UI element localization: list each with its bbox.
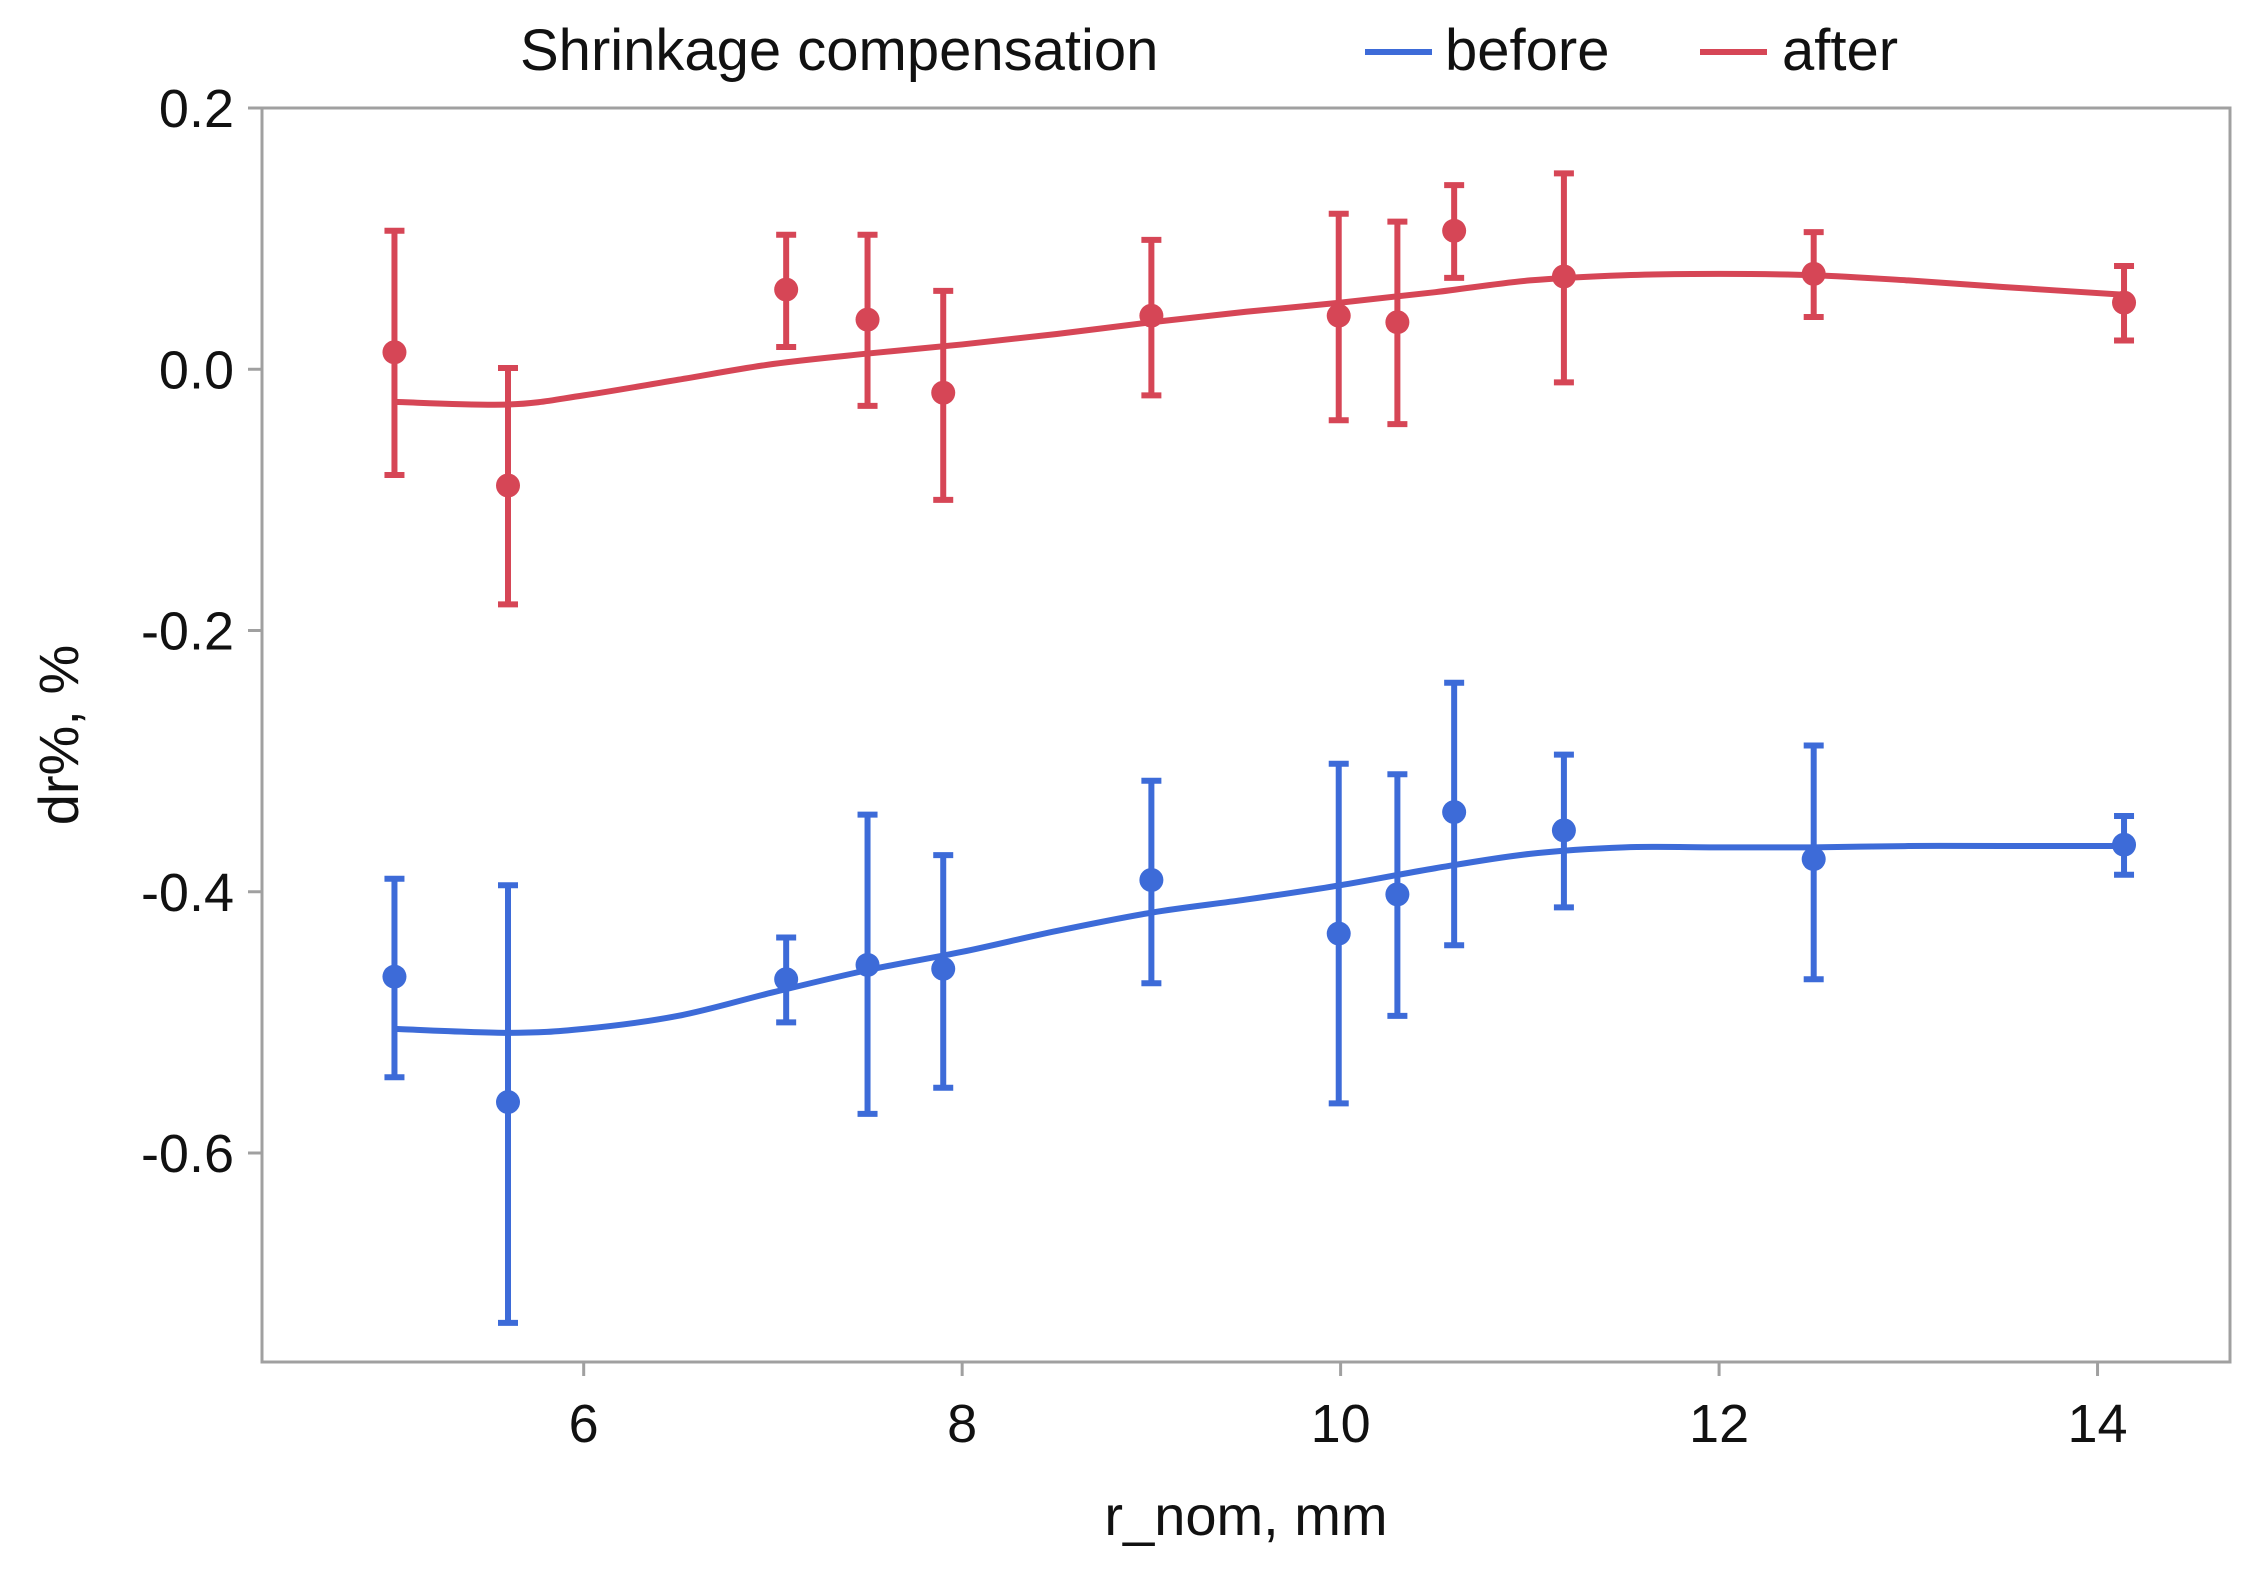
data-point-after bbox=[1442, 218, 1467, 243]
data-point-after bbox=[2112, 290, 2137, 315]
data-point-after bbox=[496, 473, 520, 498]
fit-line-after bbox=[394, 270, 2125, 408]
data-point-before bbox=[1551, 818, 1576, 843]
series-layer bbox=[382, 170, 2137, 1326]
data-point-after bbox=[1326, 303, 1351, 328]
x-tick-label: 6 bbox=[569, 1394, 599, 1454]
y-tick-label: -0.6 bbox=[141, 1124, 234, 1184]
y-axis: 0.2 0.0 -0.2 -0.4 -0.6 bbox=[141, 79, 262, 1184]
data-point-before bbox=[2112, 832, 2137, 857]
data-point-before bbox=[931, 956, 956, 981]
legend-title: Shrinkage compensation bbox=[520, 18, 1158, 83]
data-point-before bbox=[855, 952, 880, 977]
data-point-before bbox=[382, 964, 407, 989]
fit-line-before bbox=[394, 842, 2125, 1036]
series-after bbox=[382, 170, 2137, 608]
data-point-after bbox=[1139, 303, 1164, 328]
data-point-before bbox=[774, 967, 799, 992]
data-point-after bbox=[931, 380, 956, 405]
data-point-after bbox=[1801, 261, 1826, 286]
data-point-before bbox=[496, 1090, 520, 1115]
data-point-after bbox=[1551, 264, 1576, 289]
x-axis-title: r_nom, mm bbox=[1104, 1484, 1387, 1547]
data-point-after bbox=[774, 277, 799, 302]
data-point-before bbox=[1139, 867, 1164, 892]
plot-frame bbox=[260, 106, 2232, 1364]
legend-label-before: before bbox=[1445, 18, 1609, 83]
x-axis: 6 8 10 12 14 bbox=[569, 1362, 2128, 1454]
data-point-after bbox=[382, 340, 407, 365]
data-point-before bbox=[1801, 847, 1826, 872]
data-point-before bbox=[1385, 882, 1410, 907]
x-tick-label: 8 bbox=[947, 1394, 977, 1454]
y-tick-label: -0.4 bbox=[141, 863, 234, 923]
x-tick-label: 14 bbox=[2067, 1394, 2127, 1454]
data-point-after bbox=[855, 307, 880, 332]
y-tick-label: -0.2 bbox=[141, 602, 234, 662]
data-point-before bbox=[1442, 800, 1467, 825]
y-tick-label: 0.2 bbox=[159, 79, 234, 139]
legend-label-after: after bbox=[1782, 18, 1898, 83]
y-axis-title: dr%, % bbox=[27, 645, 90, 826]
y-tick-label: 0.0 bbox=[159, 340, 234, 400]
data-point-after bbox=[1385, 310, 1410, 335]
x-tick-label: 10 bbox=[1311, 1394, 1371, 1454]
data-point-before bbox=[1326, 921, 1351, 946]
legend: Shrinkage compensation before after bbox=[520, 18, 1898, 83]
x-tick-label: 12 bbox=[1689, 1394, 1749, 1454]
series-before bbox=[382, 679, 2137, 1326]
